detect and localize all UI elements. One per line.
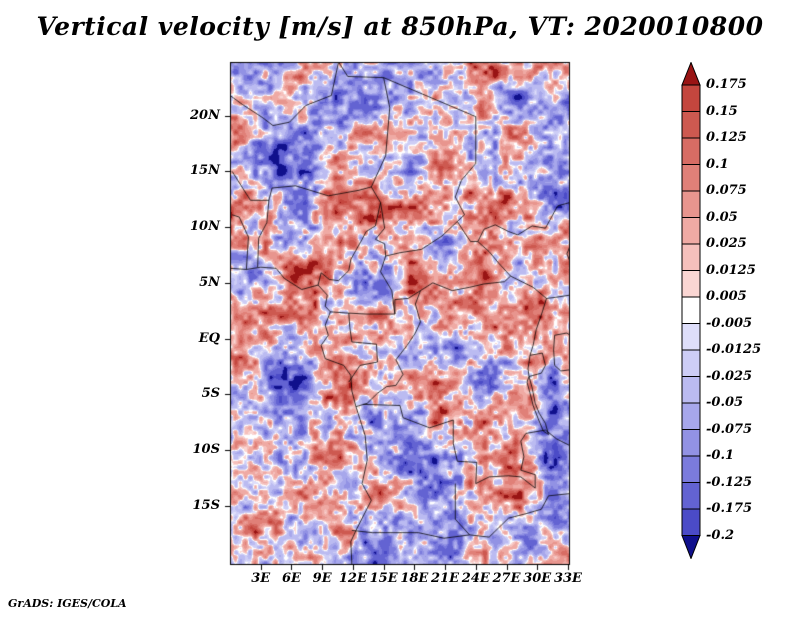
- colorbar: [681, 62, 701, 559]
- y-axis-tick-label: 20N: [190, 107, 220, 123]
- colorbar-swatch: [681, 323, 701, 351]
- colorbar-swatch: [681, 243, 701, 271]
- colorbar-swatch: [681, 376, 701, 404]
- y-axis-tick-label: 5S: [201, 386, 220, 402]
- colorbar-swatch: [681, 137, 701, 165]
- y-axis-tick-label: 5N: [199, 274, 220, 290]
- colorbar-arrow-up: [681, 62, 701, 86]
- x-axis-tick-label: 24E: [461, 571, 490, 586]
- colorbar-swatch: [681, 217, 701, 245]
- colorbar-swatch: [681, 164, 701, 192]
- x-axis-tick-label: 18E: [400, 571, 429, 586]
- page-title: Vertical velocity [m/s] at 850hPa, VT: 2…: [36, 12, 764, 41]
- colorbar-swatch: [681, 482, 701, 510]
- x-axis-tick-label: 12E: [338, 571, 367, 586]
- x-axis-tick-label: 21E: [431, 571, 460, 586]
- x-axis-tick-label: 30E: [523, 571, 552, 586]
- colorbar-tick-label: 0.005: [706, 289, 747, 304]
- colorbar-tick-label: -0.0125: [706, 342, 762, 357]
- colorbar-swatch: [681, 84, 701, 112]
- colorbar-tick-label: 0.075: [706, 183, 747, 198]
- colorbar-tick-label: 0.125: [706, 130, 747, 145]
- colorbar-tick-label: -0.005: [706, 315, 753, 331]
- colorbar-tick-label: 0.05: [706, 209, 738, 225]
- colorbar-swatch: [681, 455, 701, 483]
- colorbar-tick-label: -0.175: [706, 501, 753, 516]
- y-axis-tick-label: EQ: [198, 330, 220, 346]
- y-axis-tick-label: 15S: [192, 497, 220, 513]
- colorbar-tick-label: 0.025: [706, 236, 747, 251]
- x-axis-tick-label: 27E: [492, 571, 521, 586]
- colorbar-tick-label: -0.025: [706, 368, 753, 384]
- colorbar-swatch: [681, 190, 701, 218]
- colorbar-tick-label: -0.05: [706, 395, 744, 410]
- colorbar-tick-label: 0.15: [706, 103, 738, 119]
- colorbar-tick-label: -0.2: [706, 527, 735, 543]
- colorbar-tick-label: 0.0125: [706, 262, 756, 278]
- x-axis-tick-label: 3E: [251, 571, 271, 586]
- colorbar-tick-label: -0.075: [706, 421, 753, 437]
- x-axis-tick-label: 6E: [281, 571, 301, 586]
- colorbar-swatch: [681, 349, 701, 377]
- map-canvas: [224, 56, 576, 571]
- colorbar-tick-label: -0.125: [706, 474, 753, 490]
- colorbar-swatch: [681, 296, 701, 324]
- x-axis-tick-label: 33E: [553, 571, 582, 586]
- grads-attribution: GrADS: IGES/COLA: [8, 597, 127, 610]
- x-axis-tick-label: 15E: [369, 571, 398, 586]
- colorbar-tick-label: 0.1: [706, 156, 729, 172]
- colorbar-swatch: [681, 111, 701, 139]
- colorbar-swatch: [681, 429, 701, 457]
- x-axis-tick-label: 9E: [312, 571, 332, 586]
- y-axis-tick-label: 10S: [192, 442, 220, 458]
- colorbar-tick-label: 0.175: [706, 77, 747, 92]
- colorbar-swatch: [681, 508, 701, 536]
- colorbar-swatch: [681, 402, 701, 430]
- colorbar-tick-label: -0.1: [706, 448, 735, 463]
- y-axis-tick-label: 10N: [190, 219, 220, 235]
- y-axis-tick-label: 15N: [190, 163, 220, 179]
- colorbar-swatch: [681, 270, 701, 298]
- colorbar-arrow-down: [681, 535, 701, 559]
